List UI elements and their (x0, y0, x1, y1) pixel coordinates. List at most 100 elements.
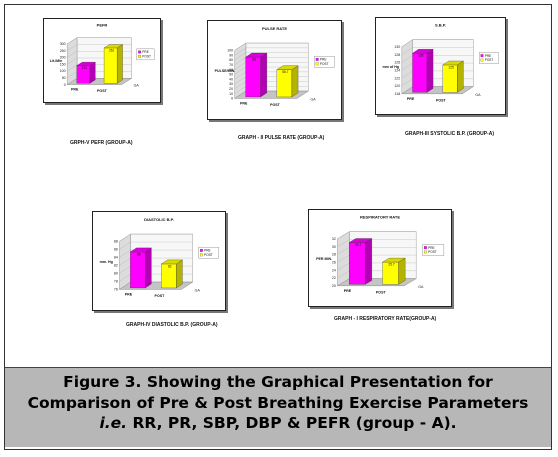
chart-title: RESPIRATORY RATE (360, 215, 400, 220)
legend-label: PRE (142, 50, 149, 54)
gridline (67, 37, 132, 45)
data-label: 83 (252, 57, 256, 61)
bar-pre (349, 242, 366, 285)
x-tick-label: POST (155, 294, 166, 298)
bar-side (176, 259, 183, 289)
chart-title: PULSE RATE (262, 26, 287, 31)
bar-post (103, 47, 118, 84)
bar-side (365, 238, 372, 285)
chart-title: DIASTOLIC B.P. (144, 217, 174, 222)
caption-line-3: i.e. RR, PR, SBP, DBP & PEFR (group - A)… (5, 413, 551, 434)
gridline (234, 47, 309, 56)
y-tick-label: 88 (114, 240, 118, 244)
y-tick-label: 90 (229, 53, 233, 57)
y-tick-label: 130 (394, 45, 400, 49)
bar-side (116, 44, 123, 84)
bar-top (129, 247, 152, 253)
caption-line-2: Comparison of Pre & Post Breathing Exerc… (27, 393, 529, 412)
gridline (401, 47, 474, 55)
bar-top (381, 257, 406, 263)
legend-box (314, 56, 335, 68)
caption-line-1: Figure 3. Showing the Graphical Presenta… (63, 373, 493, 391)
legend-swatch (423, 246, 427, 250)
bar-side (291, 65, 299, 98)
data-label: 85 (137, 252, 141, 256)
y-axis-label: mm. Hg (100, 260, 113, 264)
chart-svg: 118 120 122 124 126 128 130 mm of Hg S.B.P. 128 PR… (382, 23, 499, 102)
y-tick-label: 60 (229, 68, 233, 72)
bar-pre (245, 56, 261, 98)
x-tick-label: POST (97, 89, 108, 93)
legend-swatch (199, 253, 203, 257)
legend-swatch (315, 57, 319, 61)
legend-label: POST (428, 250, 437, 254)
x-tick-label: PRE (240, 101, 248, 105)
bar-top (160, 259, 183, 265)
pefr-chart: 0 50 100 150 200 250 300 Lit./Min PEFR 131 PRE 261 P… (43, 18, 161, 103)
y-tick-label: 100 (227, 49, 233, 53)
y-tick-label: 30 (229, 82, 233, 86)
data-label: 261 (109, 48, 115, 52)
y-tick-label: 24 (332, 268, 336, 272)
y-tick-label: 10 (229, 92, 233, 96)
pefr-subcaption: GRPH-V PEFR (GROUP-A) (70, 140, 133, 146)
legend-box (479, 52, 499, 64)
caption-ie: i.e. (99, 414, 128, 432)
respiratory-rate-chart: 20 22 24 26 28 30 32 PER MIN. RESPIRATORY RATE 30… (308, 209, 452, 307)
legend-swatch (138, 54, 142, 58)
bar-top (76, 61, 96, 66)
y-tick-label: 124 (394, 69, 400, 73)
systolic-bp-chart: 118 120 122 124 126 128 130 mm of Hg S.B.P. 128 PR… (375, 17, 506, 115)
x-tick-label: PRE (344, 289, 352, 293)
x-tick-label: PRE (125, 292, 133, 296)
y-tick-label: 0 (64, 83, 66, 87)
bar-pre (130, 251, 146, 289)
data-label: 125 (448, 65, 454, 69)
x-tick-label: POST (270, 103, 281, 107)
y-axis-label: PULSE/MIN. (215, 69, 236, 73)
systolic-bp-subcaption: GRAPH-III SYSTOLIC B.P. (GROUP-A) (405, 131, 494, 137)
bar-top (442, 60, 464, 66)
chart-title: PEFR (97, 22, 108, 27)
y-axis-label: Lit./Min (50, 59, 63, 63)
gridline (234, 42, 309, 51)
diastolic-bp-chart: 76 78 80 82 84 86 88 mm. Hg DIASTOLIC B.P. 85 PRE 8… (92, 211, 226, 311)
y-tick-label: 26 (332, 261, 336, 265)
x-tick-label: POST (376, 290, 387, 294)
data-label: 56.7 (282, 70, 288, 74)
diastolic-bp-subcaption: GRAPH-IV DIASTOLIC B.P. (GROUP-A) (126, 322, 218, 328)
y-tick-label: 122 (394, 76, 400, 80)
y-tick-label: 120 (394, 84, 400, 88)
y-tick-label: 126 (394, 61, 400, 65)
y-tick-label: 32 (332, 237, 336, 241)
y-axis-label: mm of Hg (382, 65, 399, 69)
pulse-rate-subcaption: GRAPH - II PULSE RATE (GROUP-A) (238, 135, 325, 141)
y-tick-label: 84 (114, 256, 118, 260)
x-tick-label: PRE (71, 88, 79, 92)
bar-side (426, 48, 434, 93)
y-tick-label: 0 (231, 97, 233, 101)
y-tick-label: 22 (332, 276, 336, 280)
x-tick-label: PRE (407, 97, 415, 101)
legend-label: POST (320, 62, 329, 66)
legend-swatch (138, 50, 142, 54)
data-label: 82 (168, 264, 172, 268)
gridline (401, 39, 474, 47)
respiratory-rate-subcaption: GRAPH - I RESPIRATORY RATE(GROUP-A) (334, 316, 437, 322)
y-tick-label: 86 (114, 248, 118, 252)
y-tick-label: 20 (332, 284, 336, 288)
bar-top (245, 52, 268, 58)
y-tick-label: 150 (60, 62, 66, 66)
legend-label: POST (485, 58, 494, 62)
bar-top (103, 44, 124, 49)
pulse-rate-chart: 0 10 20 30 40 50 60 70 80 90 100 PULSE/MIN. PULSE RA… (207, 20, 342, 120)
bar-side (260, 52, 267, 98)
legend-swatch (315, 62, 319, 66)
bar-side (89, 61, 96, 84)
legend-label: PRE (320, 57, 327, 61)
legend-label: PRE (485, 54, 492, 58)
y-tick-label: 80 (229, 58, 233, 62)
bar-side (398, 257, 406, 285)
legend-box (198, 247, 219, 259)
